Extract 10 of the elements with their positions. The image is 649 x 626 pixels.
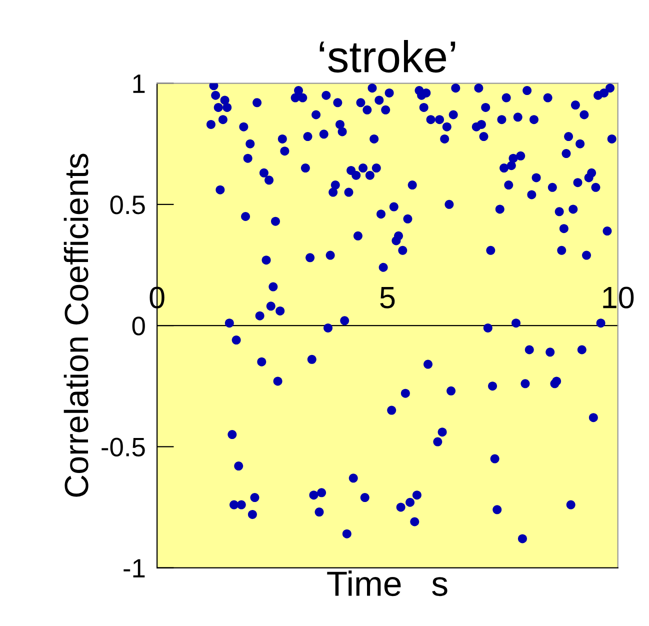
x-tick-label: 10 <box>603 286 634 308</box>
y-axis-title: Correlation Coefficients <box>64 154 88 497</box>
x-tick-label: 5 <box>380 287 395 308</box>
y-tick-label: 0 <box>132 316 145 336</box>
y-tick-label: -0.5 <box>102 438 145 456</box>
x-axis-title: Time s <box>327 570 448 596</box>
y-tick-label: 1 <box>133 74 145 93</box>
chart-title: ‘stroke’ <box>320 40 456 73</box>
y-tick-label: 0.5 <box>110 196 145 214</box>
y-tick-label: -1 <box>124 559 145 578</box>
